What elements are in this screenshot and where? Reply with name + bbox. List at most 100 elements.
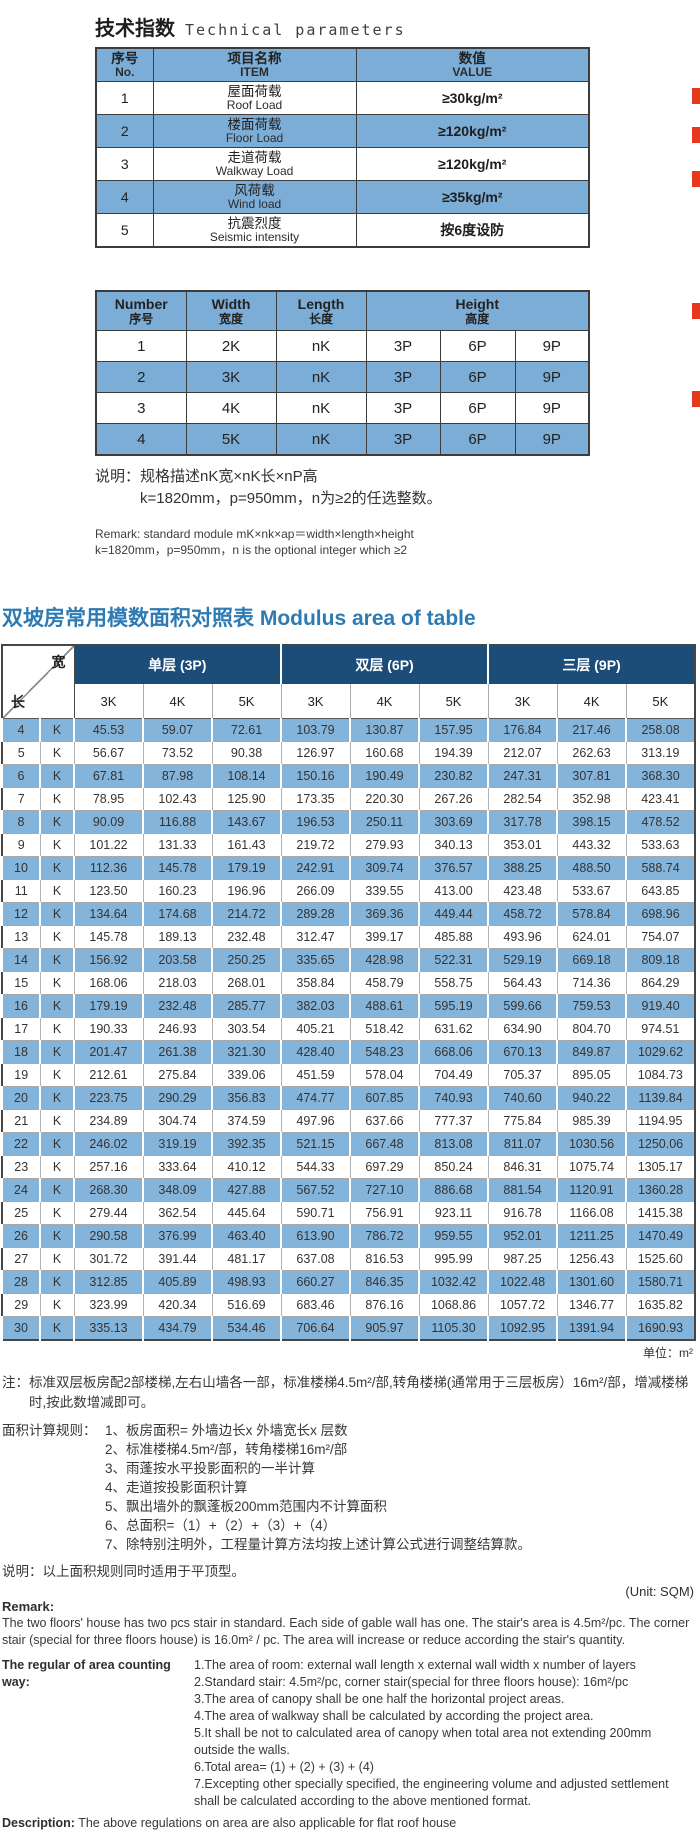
- cell-area-value: 714.36: [556, 971, 627, 995]
- area-table-row: 30 K 335.13 434.79 534.46 706.64 905.97 1105.30…: [1, 1316, 696, 1340]
- cell-k: K: [39, 833, 74, 857]
- cell-area-value: 1139.84: [625, 1086, 696, 1110]
- cell-area-value: 534.46: [210, 1316, 282, 1340]
- cell-no: 4: [95, 180, 154, 214]
- module-size-table: Number 序号 Width 宽度 Length 长度 Height 高度: [95, 290, 591, 456]
- cell-area-value: 290.58: [73, 1224, 143, 1248]
- cell-length: 20: [1, 1086, 40, 1110]
- cell-area-value: 250.25: [210, 948, 282, 972]
- cell-area-value: 463.40: [210, 1224, 282, 1248]
- cell-length: 26: [1, 1224, 40, 1248]
- cell-area-value: 234.89: [73, 1109, 143, 1133]
- cell-item: 抗震烈度 Seismic intensity: [152, 213, 357, 248]
- cell-item-en: Walkway Load: [215, 164, 294, 178]
- module-table-row: 4 5K nK 3P 6P 9P: [95, 423, 590, 456]
- cell-area-value: 637.08: [280, 1247, 351, 1271]
- subcol-header: 5K: [625, 684, 696, 719]
- cell-k: K: [39, 879, 74, 903]
- cell-area-value: 312.85: [73, 1270, 143, 1294]
- cell-area-value: 160.68: [349, 741, 420, 765]
- cell-area-value: 131.33: [142, 833, 212, 857]
- cell-length: 4: [1, 718, 40, 742]
- cell-area-value: 301.72: [73, 1247, 143, 1271]
- cell-area-value: 392.35: [210, 1132, 282, 1156]
- cell-area-value: 309.74: [349, 856, 420, 880]
- cell-k: K: [39, 1293, 74, 1317]
- cell-area-value: 488.61: [349, 994, 420, 1018]
- cell-area-value: 413.00: [418, 879, 489, 903]
- cell-area-value: 157.95: [418, 718, 489, 742]
- area-counting-way-label: The regular of area counting way:: [2, 1658, 171, 1689]
- rule-item-cn: 6、总面积=（1）+（2）+（3）+（4）: [105, 1518, 337, 1533]
- cell-area-value: 150.16: [280, 764, 351, 788]
- cell-area-value: 289.28: [280, 902, 351, 926]
- col-header-no-cn: 序号: [111, 51, 139, 66]
- cell-area-value: 849.87: [556, 1040, 627, 1064]
- cell-area-value: 45.53: [73, 718, 143, 742]
- cell-area-value: 497.96: [280, 1109, 351, 1133]
- cell-k: K: [39, 1224, 74, 1248]
- cell-area-value: 670.13: [487, 1040, 558, 1064]
- module-cell: 6P: [439, 392, 516, 424]
- cell-area-value: 1690.93: [625, 1316, 696, 1340]
- cell-area-value: 108.14: [210, 764, 282, 788]
- cell-area-value: 522.31: [418, 948, 489, 972]
- module-cell: 3P: [365, 330, 441, 362]
- cell-area-value: 919.40: [625, 994, 696, 1018]
- area-table-row: 29 K 323.99 420.34 516.69 683.46 876.16 1068.86…: [1, 1293, 696, 1317]
- area-rules-items: 1、板房面积= 外墙边长x 外墙宽长x 层数 2、标准楼梯4.5m²/部，转角楼梯…: [105, 1421, 531, 1554]
- cell-area-value: 420.34: [142, 1293, 212, 1317]
- cell-area-value: 1301.60: [556, 1270, 627, 1294]
- cell-area-value: 588.74: [625, 856, 696, 880]
- title-cn: 技术指数: [95, 18, 175, 40]
- cell-area-value: 1057.72: [487, 1293, 558, 1317]
- cell-area-value: 485.88: [418, 925, 489, 949]
- cell-item-cn: 楼面荷载: [227, 117, 282, 132]
- cell-area-value: 445.64: [211, 1201, 282, 1225]
- cell-area-value: 279.44: [73, 1201, 143, 1225]
- cell-area-value: 223.75: [73, 1086, 143, 1110]
- area-table-row: 27 K 301.72 391.44 481.17 637.08 816.53 995.99 9…: [1, 1247, 696, 1271]
- cell-k: K: [39, 925, 74, 949]
- cell-k: K: [39, 787, 74, 811]
- cell-length: 23: [1, 1155, 40, 1179]
- cell-item: 走道荷载 Walkway Load: [152, 147, 357, 181]
- cell-area-value: 307.81: [556, 764, 627, 788]
- area-counting-way: The regular of area counting way: 1.The …: [2, 1657, 700, 1810]
- subcol-header: 4K: [142, 684, 212, 719]
- cell-length: 9: [1, 833, 40, 857]
- description-text: The above regulations on area are also a…: [78, 1816, 457, 1830]
- cell-area-value: 1415.38: [625, 1201, 696, 1225]
- cell-area-value: 258.08: [625, 718, 696, 742]
- group-header-single-storey: 单层 (3P): [73, 645, 282, 684]
- cell-area-value: 959.55: [418, 1224, 489, 1248]
- cell-k: K: [39, 971, 74, 995]
- cell-area-value: 376.57: [418, 856, 489, 880]
- cell-value: ≥120kg/m²: [355, 114, 590, 148]
- area-table-row: 8 K 90.09 116.88 143.67 196.53 250.11 303.69 317…: [1, 810, 696, 834]
- technical-parameters-table: 序号 No. 项目名称 ITEM 数值 VALUE 1 屋面荷载 Roof Load…: [95, 47, 590, 248]
- cell-area-value: 174.68: [142, 902, 212, 926]
- col-header-height: Height 高度: [365, 290, 590, 331]
- title-en: Technical parameters: [185, 21, 406, 39]
- cell-area-value: 125.90: [211, 787, 282, 811]
- module-cell: nK: [275, 423, 367, 456]
- cell-item-cn: 屋面荷载: [227, 84, 282, 99]
- section-title-technical: 技术指数 Technical parameters: [95, 12, 588, 41]
- cell-area-value: 214.72: [210, 902, 282, 926]
- cell-area-value: 643.85: [625, 879, 696, 903]
- cell-area-value: 242.91: [280, 856, 351, 880]
- cell-k: K: [39, 1316, 74, 1340]
- area-table-body: 4 K 45.53 59.07 72.61 103.79 130.87 157.95 176.8…: [1, 718, 696, 1340]
- cell-area-value: 916.78: [487, 1201, 558, 1225]
- way-item-en: 4.The area of walkway shall be calculate…: [194, 1709, 594, 1723]
- cell-area-value: 1305.17: [625, 1155, 696, 1179]
- cell-area-value: 160.23: [142, 879, 212, 903]
- col-header-number-en: Number: [114, 296, 168, 312]
- cell-area-value: 428.40: [280, 1040, 351, 1064]
- way-item-en: 5.It shall be not to calculated area of …: [194, 1726, 652, 1757]
- cell-length: 29: [1, 1293, 40, 1317]
- cell-area-value: 740.93: [418, 1086, 489, 1110]
- cell-area-value: 940.22: [556, 1086, 627, 1110]
